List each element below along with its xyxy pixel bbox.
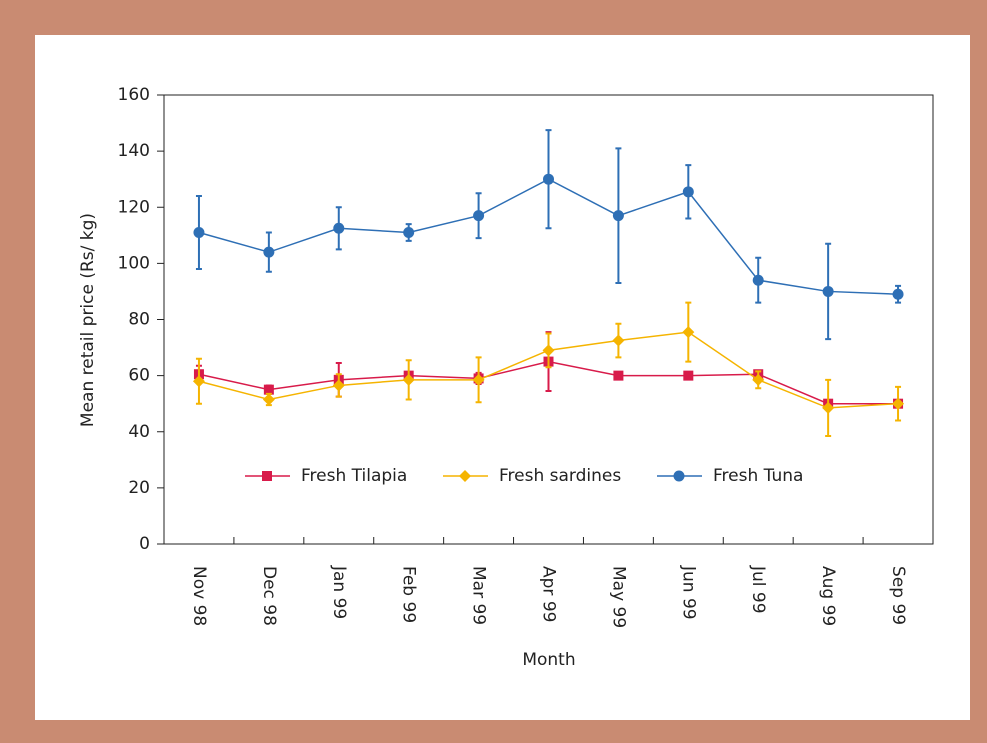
point <box>263 384 274 395</box>
point <box>193 227 205 239</box>
y-axis-label: Mean retail price (Rs/ kg) <box>78 213 98 427</box>
x-tick-label: Feb 99 <box>399 566 419 623</box>
point <box>333 222 345 234</box>
point <box>332 379 345 392</box>
point <box>542 344 555 357</box>
legend-label: Fresh Tuna <box>713 466 803 486</box>
y-tick-label: 100 <box>118 253 150 273</box>
point <box>682 186 694 198</box>
legend-marker <box>673 470 685 482</box>
x-tick-label: Apr 99 <box>539 566 559 622</box>
panel <box>35 35 970 720</box>
y-tick-label: 140 <box>118 141 150 161</box>
y-tick-label: 0 <box>139 534 150 554</box>
x-tick-label: Aug 99 <box>818 566 838 626</box>
point <box>892 397 905 410</box>
point <box>752 274 764 286</box>
point <box>263 246 275 258</box>
x-tick-label: Sep 99 <box>888 566 908 625</box>
point <box>752 373 765 386</box>
x-tick-label: Jul 99 <box>748 565 768 614</box>
point <box>192 375 205 388</box>
legend-marker <box>459 470 471 482</box>
legend-label: Fresh Tilapia <box>301 466 407 486</box>
point <box>892 288 904 300</box>
legend-label: Fresh sardines <box>499 466 621 486</box>
y-tick-label: 80 <box>128 310 150 330</box>
legend-marker <box>262 471 272 481</box>
y-tick-label: 120 <box>118 197 150 217</box>
x-axis-label: Month <box>522 650 575 670</box>
x-tick-label: Jun 99 <box>678 565 698 620</box>
point <box>403 227 415 239</box>
x-tick-label: Nov 98 <box>189 566 209 626</box>
y-tick-label: 40 <box>128 422 150 442</box>
point <box>822 401 835 414</box>
point <box>822 285 834 297</box>
y-tick-label: 160 <box>118 85 150 105</box>
point <box>613 370 624 381</box>
point <box>612 210 624 222</box>
x-tick-label: Dec 98 <box>259 566 279 626</box>
point <box>612 334 625 347</box>
x-tick-label: Jan 99 <box>329 565 349 619</box>
point <box>402 373 415 386</box>
x-tick-label: May 99 <box>608 566 628 628</box>
point <box>682 326 695 339</box>
y-tick-label: 20 <box>128 478 150 498</box>
point <box>472 373 485 386</box>
point <box>543 173 554 185</box>
y-tick-label: 60 <box>128 366 150 386</box>
point <box>683 370 694 381</box>
x-tick-label: Mar 99 <box>469 566 489 625</box>
point <box>473 210 485 222</box>
point <box>262 393 275 406</box>
